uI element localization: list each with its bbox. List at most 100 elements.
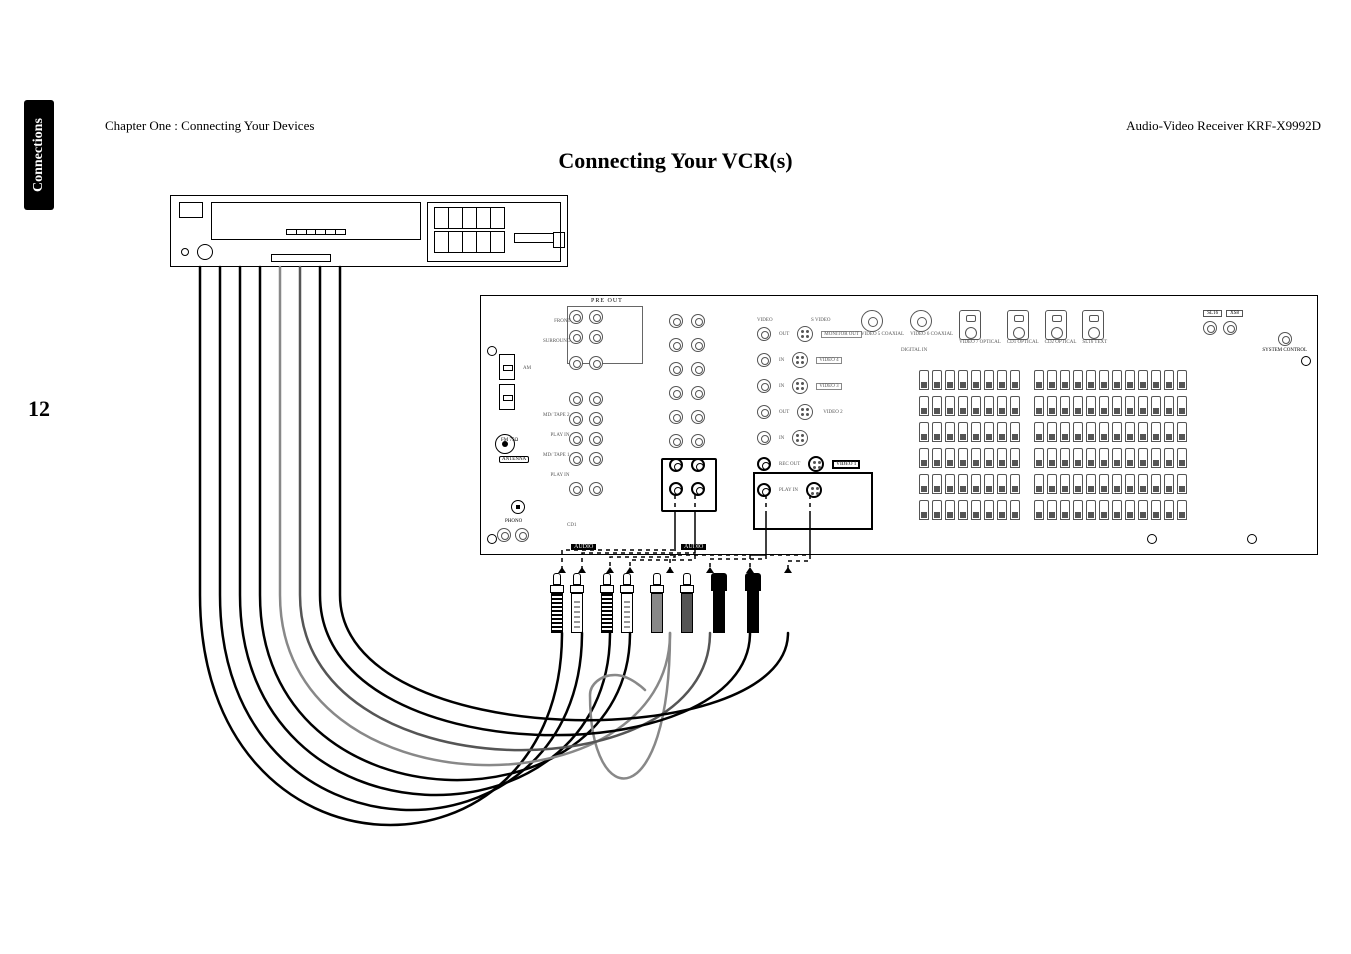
highlight-box [661,458,717,512]
am-label: AM [523,366,531,371]
rca-jack-icon [691,362,705,376]
phono-jacks [497,528,529,542]
rca-plug-icon [680,573,694,633]
cd-labels: CD1 [567,523,576,528]
audio-badge: AUDIO [681,544,706,550]
rca-jack-icon [691,434,705,448]
rca-jack-icon [757,327,771,341]
vcr-power-icon [181,248,189,256]
system-control-label: SYSTEM CONTROL [1262,332,1307,353]
am-terminal-icon [499,354,515,380]
system-control-section: SL16XS8 [1203,310,1247,335]
svideo-jack-icon [792,430,808,446]
rca-jack-icon [669,314,683,328]
rca-jack-icon [589,412,603,426]
rca-jack-icon [589,356,603,370]
svideo-jack-icon [792,378,808,394]
cable-plugs [550,573,762,633]
receiver-rear-panel: PRE OUT AM FM 75Ω ANTENNA PHONO [480,295,1318,555]
left-col-labels2: MD/ TAPE 2 PLAY IN MD/ TAPE 1 PLAY IN [543,406,569,486]
rca-jack-icon [569,482,583,496]
rca-jack-icon [691,314,705,328]
rca-jack-icon [569,392,583,406]
screw-icon [1147,534,1157,544]
optical-jack-icon [1045,310,1067,340]
vcr-tray [271,254,331,262]
audio-column-left [569,310,603,496]
rca-jack-icon [569,356,583,370]
rca-plug-icon [570,573,584,633]
audio-badge: AUDIO [571,544,596,550]
rca-jack-icon [757,379,771,393]
vcr-eject-icon [197,244,213,260]
highlight-box [753,472,873,530]
rca-jack-icon [569,412,583,426]
rca-jack-icon [589,310,603,324]
video-label: VIDEO [757,318,773,323]
rca-jack-icon [669,434,683,448]
phono-label: PHONO [505,519,522,524]
coax-jack-icon [861,310,883,332]
rca-jack-icon [757,431,771,445]
rca-jack-icon [1278,332,1292,346]
model-header: Audio-Video Receiver KRF-X9992D [1126,118,1321,134]
rca-jack-icon [757,353,771,367]
coax-jack-icon [910,310,932,332]
rca-jack-icon [589,452,603,466]
rca-jack-icon [691,410,705,424]
rca-jack-icon [669,338,683,352]
digital-in-label: DIGITAL IN [901,348,927,353]
rca-jack-icon [669,386,683,400]
digital-inputs: VIDEO 5 COAXIAL VIDEO 6 COAXIAL VIDEO 7 … [861,310,1141,370]
svideo-plug-icon [710,573,728,633]
rca-jack-icon [1203,321,1217,335]
rca-jack-icon [569,432,583,446]
rca-jack-icon [569,452,583,466]
svideo-jack-icon [808,456,824,472]
page-title: Connecting Your VCR(s) [0,148,1351,174]
rca-jack-icon [669,362,683,376]
rca-jack-icon [669,410,683,424]
rca-jack-icon [497,528,511,542]
rca-jack-icon [569,330,583,344]
svideo-plug-icon [744,573,762,633]
connection-diagram: PRE OUT AM FM 75Ω ANTENNA PHONO [170,195,1320,895]
optical-jack-icon [1082,310,1104,340]
svideo-jack-icon [797,404,813,420]
am-terminal-icon [499,384,515,410]
rca-jack-icon [589,482,603,496]
vcr-controls [427,202,561,262]
vcr-display [211,202,421,240]
ground-post-icon [511,500,525,514]
fm-terminal-icon [495,434,515,454]
rca-jack-icon [691,386,705,400]
pre-out-label: PRE OUT [591,298,623,304]
screw-icon [1301,356,1311,366]
screw-icon [487,346,497,356]
vcr-slot [179,202,203,218]
rca-plug-icon [550,573,564,633]
page-number: 12 [24,396,54,422]
speaker-terminals [919,370,1299,530]
rca-plug-icon [650,573,664,633]
optical-jack-icon [959,310,981,340]
rca-jack-icon [515,528,529,542]
rca-jack-icon [589,392,603,406]
rca-jack-icon [691,338,705,352]
rca-jack-icon [1223,321,1237,335]
left-col-labels: FRONT SURROUND [543,312,571,352]
svideo-jack-icon [792,352,808,368]
rca-jack-icon [589,432,603,446]
screw-icon [487,534,497,544]
vcr-front-panel [170,195,568,267]
rca-plug-icon [620,573,634,633]
screw-icon [1247,534,1257,544]
rca-plug-icon [600,573,614,633]
rca-jack-icon [569,310,583,324]
svideo-label: S VIDEO [811,318,831,323]
rca-jack-icon [757,405,771,419]
optical-jack-icon [1007,310,1029,340]
rca-jack-icon [589,330,603,344]
rca-jack-icon [757,457,771,471]
audio-video-inputs [659,314,749,532]
